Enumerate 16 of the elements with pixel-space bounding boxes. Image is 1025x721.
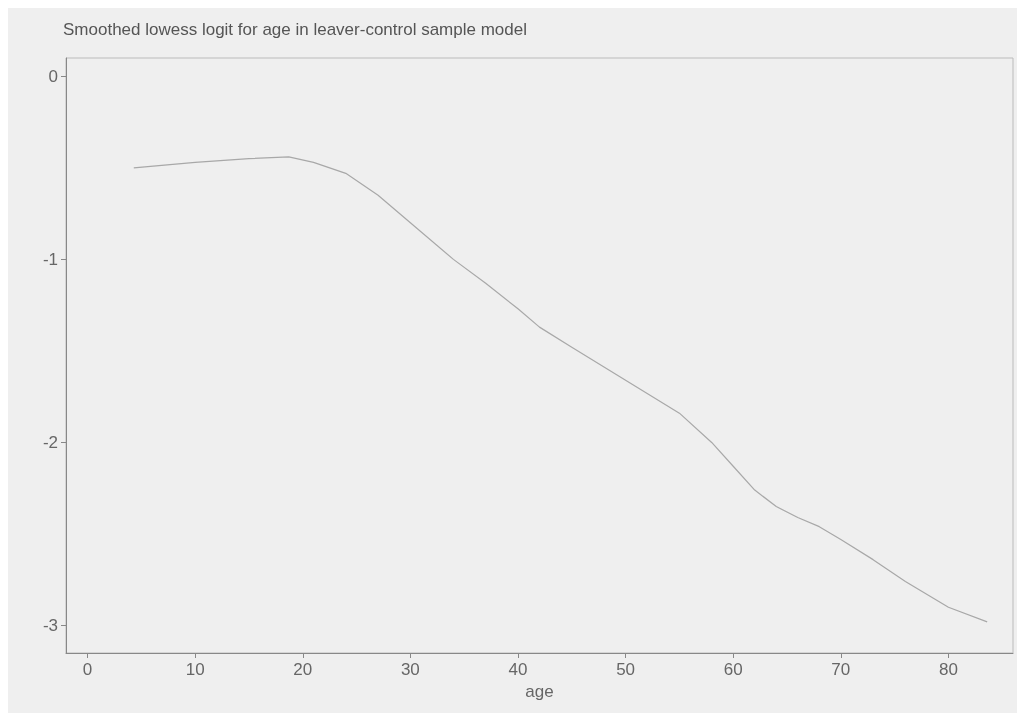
x-tick-label: 30 xyxy=(400,660,420,679)
line-series xyxy=(133,156,988,623)
x-tick-label: 80 xyxy=(938,660,958,679)
x-tick-label: 20 xyxy=(293,660,313,679)
x-axis-title: age xyxy=(525,682,554,701)
y-tick-label: -2 xyxy=(42,432,58,452)
x-tick-label: 10 xyxy=(185,660,205,679)
x-tick-label: 40 xyxy=(508,660,528,679)
x-tick-label: 0 xyxy=(82,660,93,679)
y-tick-label: -3 xyxy=(42,616,58,636)
x-tick-label: 70 xyxy=(831,660,851,679)
chart-title: Smoothed lowess logit for age in leaver-control sample model xyxy=(63,20,527,39)
x-tick-label: 50 xyxy=(616,660,636,679)
x-tick-label: 60 xyxy=(723,660,743,679)
y-tick-label: -1 xyxy=(42,249,58,269)
y-tick-label: 0 xyxy=(48,66,58,86)
